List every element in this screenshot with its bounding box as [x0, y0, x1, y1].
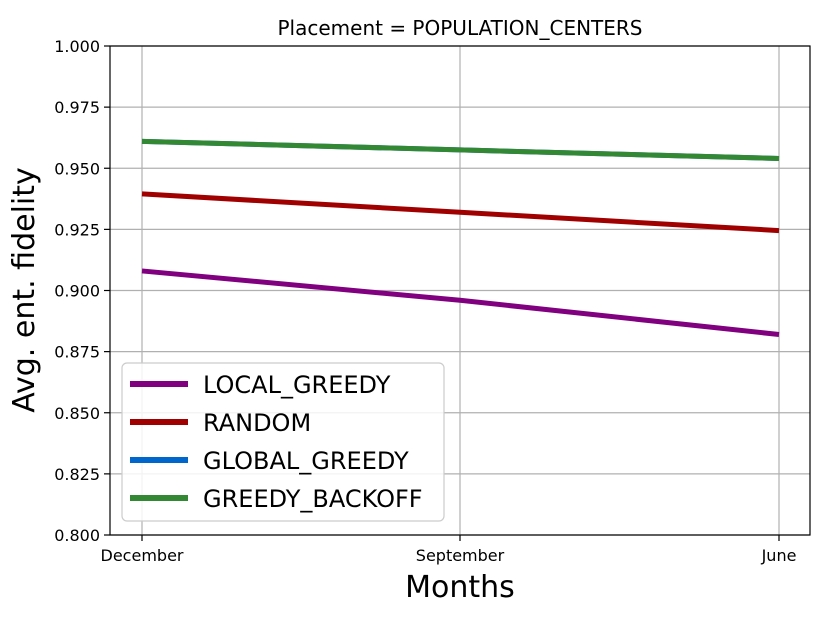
legend-box — [121, 362, 445, 522]
y-tick-label: 0.800 — [54, 526, 100, 545]
y-tick-label: 0.900 — [54, 282, 100, 301]
legend-label: GLOBAL_GREEDY — [203, 447, 409, 475]
series-line-random — [141, 191, 780, 234]
y-tick-label: 1.000 — [54, 37, 100, 56]
series-line-greedy-backoff — [141, 138, 780, 161]
y-axis-label: Avg. ent. fidelity — [7, 167, 42, 413]
y-tick-label: 0.925 — [54, 220, 100, 239]
y-tick-label: 0.850 — [54, 404, 100, 423]
legend-label: GREEDY_BACKOFF — [203, 485, 423, 513]
legend-label: LOCAL_GREEDY — [203, 371, 391, 399]
x-tick-label: June — [761, 546, 797, 565]
x-axis-label: Months — [405, 570, 515, 605]
y-axis-ticks: 0.800 0.825 0.850 0.875 0.900 0.925 0.950 0.975… — [54, 37, 110, 545]
y-tick-label: 0.950 — [54, 159, 100, 178]
x-tick-label: September — [416, 546, 505, 565]
y-tick-label: 0.975 — [54, 98, 100, 117]
x-axis-ticks: December September June — [101, 535, 797, 565]
y-tick-label: 0.875 — [54, 343, 100, 362]
series-lines — [141, 138, 780, 337]
legend-label: RANDOM — [203, 409, 311, 437]
x-tick-label: December — [101, 546, 184, 565]
legend: LOCAL_GREEDY RANDOM GLOBAL_GREEDY GREEDY_BA… — [121, 362, 445, 522]
chart-title: Placement = POPULATION_CENTERS — [277, 16, 642, 40]
y-tick-label: 0.825 — [54, 465, 100, 484]
series-line-local-greedy — [141, 268, 780, 337]
